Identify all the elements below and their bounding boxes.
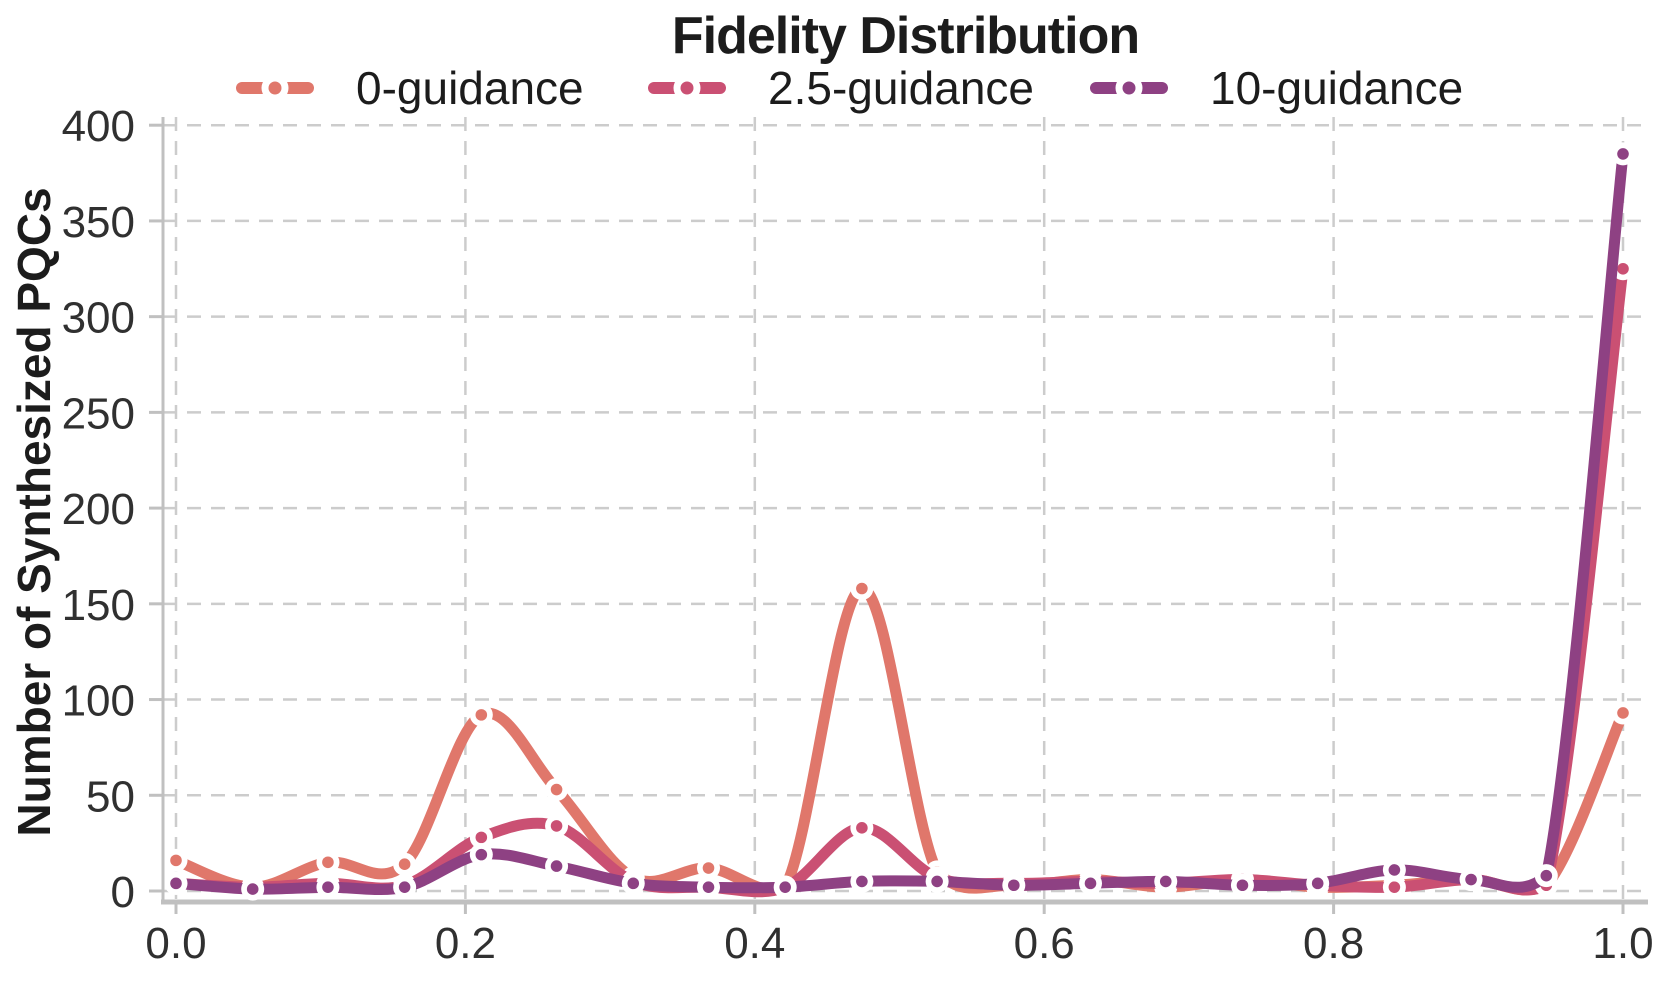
legend-item-10-guidance: 10-guidance xyxy=(1090,64,1463,112)
y-tick-label: 200 xyxy=(62,485,135,534)
y-axis-title: Number of Synthesized PQCs xyxy=(8,187,60,837)
series-10-guidance xyxy=(164,142,1635,901)
legend-marker-dot xyxy=(680,81,694,95)
legend-marker-ring xyxy=(673,74,701,102)
legend-label-0-guidance: 0-guidance xyxy=(356,62,584,114)
legend-marker-ring xyxy=(261,74,289,102)
series-2.5-guidance xyxy=(164,257,1635,899)
legend-label-2.5-guidance: 2.5-guidance xyxy=(768,62,1034,114)
gridlines xyxy=(163,117,1648,902)
series-markers-10-guidance xyxy=(164,142,1635,901)
x-tick-label: 0.6 xyxy=(1014,919,1075,968)
y-tick-label: 100 xyxy=(62,677,135,726)
x-tick-label: 1.0 xyxy=(1592,919,1653,968)
legend-item-0-guidance: 0-guidance xyxy=(236,64,584,112)
y-tick-label: 250 xyxy=(62,389,135,438)
series-line-2.5-guidance xyxy=(170,263,1629,898)
y-tick-label: 50 xyxy=(86,772,135,821)
y-tick-label: 350 xyxy=(62,198,135,247)
y-tick-label: 150 xyxy=(62,581,135,630)
y-tick-label: 400 xyxy=(62,102,135,151)
series-markers-2.5-guidance xyxy=(164,257,1635,899)
chart-title: Fidelity Distribution xyxy=(671,7,1140,65)
axes-spines xyxy=(149,117,1648,914)
y-tick-label: 300 xyxy=(62,294,135,343)
x-tick-label: 0.2 xyxy=(435,919,496,968)
legend-marker-2.5-guidance xyxy=(648,74,726,102)
x-tick-label: 0.0 xyxy=(145,919,206,968)
legend-marker-dot xyxy=(268,81,282,95)
series-line-10-guidance xyxy=(170,148,1629,896)
legend-marker-ring xyxy=(1115,74,1143,102)
y-tick-label: 0 xyxy=(111,868,135,917)
x-tick-label: 0.4 xyxy=(724,919,785,968)
legend-item-2.5-guidance: 2.5-guidance xyxy=(648,64,1034,112)
legend-marker-dot xyxy=(1122,81,1136,95)
tick-labels: 0 50 100 150 200 250 300 350 400 0.0 0.2 0.4 0.6 0.8 1… xyxy=(62,102,1654,968)
legend-marker-10-guidance xyxy=(1090,74,1168,102)
x-tick-label: 0.8 xyxy=(1303,919,1364,968)
legend-label-10-guidance: 10-guidance xyxy=(1210,62,1464,114)
legend-marker-0-guidance xyxy=(236,74,314,102)
